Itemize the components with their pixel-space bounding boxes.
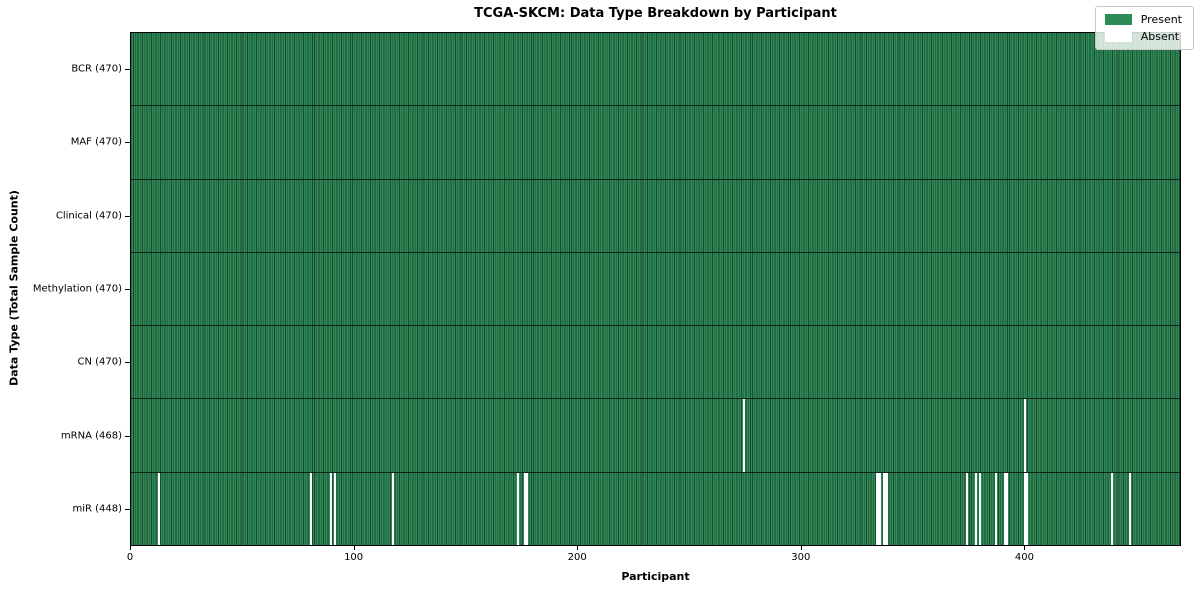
absent-gap [1023,472,1027,545]
absent-gap [1003,472,1006,545]
absent-gap [1023,399,1027,472]
absent-gap [885,472,888,545]
absent-gap [1110,472,1114,545]
y-axis-label: Data Type (Total Sample Count) [7,190,21,386]
absent-gap [965,472,969,545]
x-axis-label: Participant [621,570,690,583]
legend: Present Absent [1094,6,1194,50]
heatmap-row-cn [131,326,1180,400]
absent-gap [979,472,982,545]
absent-gap [878,472,881,545]
heatmap-row-mir [131,472,1180,545]
heatmap-row-clinical [131,179,1180,253]
absent-gap [157,472,161,545]
y-tick-label: BCR (470) [71,63,122,75]
x-tick-label: 100 [344,552,364,563]
x-tick-mark [1024,546,1026,550]
y-tick-label: mRNA (468) [60,430,122,442]
absent-gap [876,472,879,545]
x-tick-label: 300 [791,552,811,563]
chart-title: TCGA-SKCM: Data Type Breakdown by Partic… [474,6,837,21]
absent-gap [994,472,998,545]
absent-gap [334,472,337,545]
heatmap-row-bcr [131,33,1180,107]
heatmap-row-mrna [131,399,1180,473]
y-tick-label: miR (448) [72,503,122,515]
y-tick-label: MAF (470) [70,136,122,148]
absent-gap [1005,472,1009,545]
x-tick-label: 400 [1014,552,1034,563]
x-tick-mark [353,546,355,550]
x-tick-mark [577,546,579,550]
absent-gap [309,472,312,545]
absent-gap [392,472,395,545]
absent-gap [742,399,745,472]
absent-gap [526,472,529,545]
legend-label-present: Present [1140,13,1182,26]
x-tick-label: 0 [126,552,134,563]
x-tick-mark [130,546,131,550]
legend-label-absent: Absent [1140,30,1180,43]
legend-item-present: Present [1104,13,1182,26]
absent-gap [974,472,977,545]
heatmap-row-methylation [131,252,1180,327]
absent-gap [883,472,886,545]
x-tick-mark [800,546,802,550]
absent-gap [1128,472,1131,545]
absent-swatch-icon [1104,31,1132,42]
x-tick-label: 200 [567,552,587,563]
plot-area [130,32,1181,546]
legend-item-absent: Absent [1104,30,1182,43]
heatmap-row-maf [131,106,1180,180]
absent-gap [1025,472,1029,545]
absent-gap [329,472,332,545]
absent-gap [523,472,527,545]
absent-gap [517,472,520,545]
present-swatch-icon [1104,14,1132,25]
